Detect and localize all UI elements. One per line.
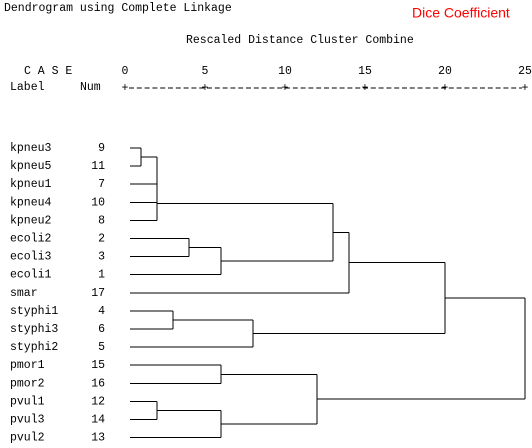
case-label: ecoli3 — [10, 251, 52, 264]
case-label: pvul2 — [10, 432, 45, 445]
case-num: 4 — [98, 305, 105, 318]
case-num: 12 — [91, 395, 105, 408]
case-num: 13 — [91, 432, 105, 445]
x-tick-label: 15 — [358, 65, 372, 78]
label-header: Label — [10, 81, 45, 94]
case-label: kpneu2 — [10, 214, 52, 227]
case-label: kpneu3 — [10, 142, 52, 155]
case-num: 2 — [98, 233, 105, 246]
case-label: pmor2 — [10, 377, 45, 390]
case-label: kpneu4 — [10, 196, 52, 209]
case-label: ecoli1 — [10, 269, 52, 282]
x-tick-mark: + — [122, 82, 129, 95]
case-label: styphi1 — [10, 305, 58, 318]
case-num: 3 — [98, 251, 105, 264]
case-label: kpneu5 — [10, 160, 52, 173]
case-num: 9 — [98, 142, 105, 155]
case-label: styphi2 — [10, 341, 58, 354]
case-header: C A S E — [24, 65, 72, 78]
case-num: 6 — [98, 323, 105, 336]
chart-title: Dendrogram using Complete Linkage — [4, 2, 232, 15]
case-label: smar — [10, 287, 38, 300]
case-label: pvul3 — [10, 414, 45, 427]
case-label: kpneu1 — [10, 178, 52, 191]
case-label: styphi3 — [10, 323, 58, 336]
x-tick-label: 10 — [278, 65, 292, 78]
x-tick-label: 25 — [518, 65, 532, 78]
case-num: 14 — [91, 414, 105, 427]
case-label: ecoli2 — [10, 233, 52, 246]
case-num: 8 — [98, 214, 105, 227]
case-label: pvul1 — [10, 395, 45, 408]
x-tick-mark: + — [362, 82, 369, 95]
case-num: 15 — [91, 359, 105, 372]
case-num: 17 — [91, 287, 105, 300]
case-num: 1 — [98, 269, 105, 282]
x-axis-label: Rescaled Distance Cluster Combine — [186, 34, 414, 47]
case-label: pmor1 — [10, 359, 45, 372]
x-tick-mark: + — [282, 82, 289, 95]
case-num: 16 — [91, 377, 105, 390]
x-tick-mark: + — [522, 82, 529, 95]
case-num: 5 — [98, 341, 105, 354]
x-tick-mark: + — [202, 82, 209, 95]
case-num: 10 — [91, 196, 105, 209]
case-num: 11 — [91, 160, 105, 173]
x-tick-label: 5 — [202, 65, 209, 78]
x-tick-label: 0 — [122, 65, 129, 78]
num-header: Num — [80, 81, 101, 94]
case-num: 7 — [98, 178, 105, 191]
x-tick-label: 20 — [438, 65, 452, 78]
x-tick-mark: + — [442, 82, 449, 95]
chart-subtitle: Dice Coefficient — [412, 5, 510, 21]
